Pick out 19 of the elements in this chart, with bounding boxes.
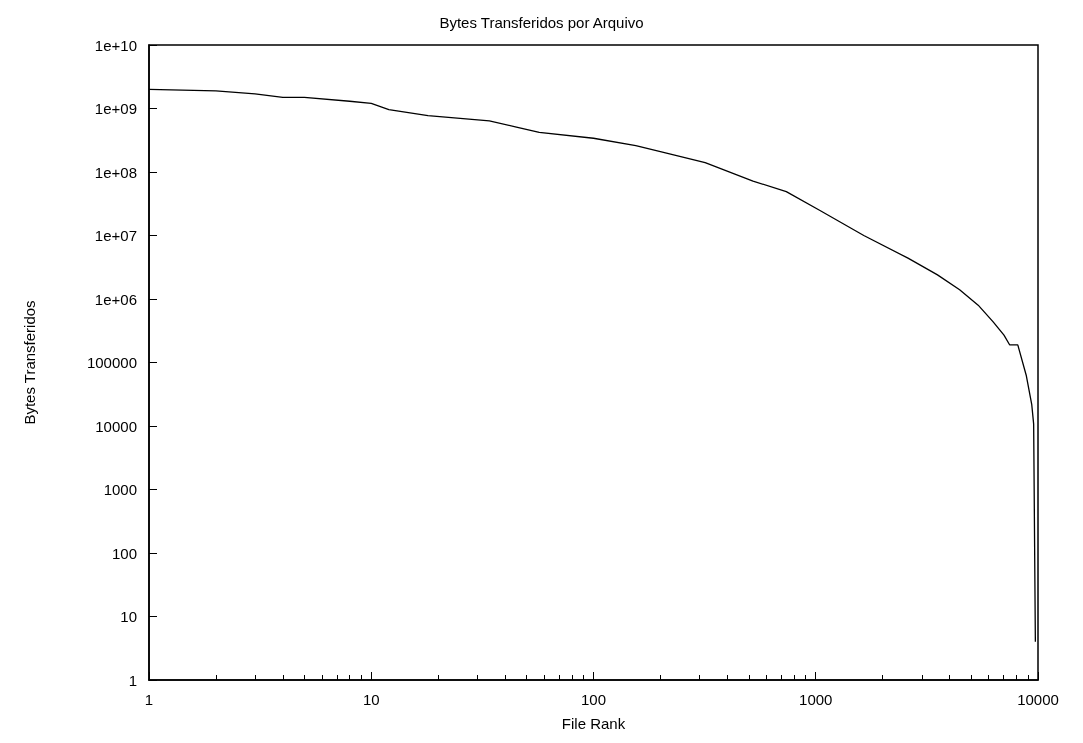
x-tick-label: 10 (362, 691, 380, 708)
y-tick-label: 1e+06 (94, 290, 137, 308)
y-axis-title: Bytes Transferidos (21, 300, 38, 425)
y-tick-label: 1e+09 (94, 100, 137, 117)
x-tick-label: 100 (580, 691, 607, 708)
y-tick-label: 100 (111, 544, 137, 562)
x-tick-label: 10000 (1017, 691, 1059, 708)
y-tick-label: 1000 (103, 481, 137, 498)
y-tick-label: 1e+07 (94, 227, 137, 244)
x-axis-title: File Rank (561, 715, 626, 732)
y-tick-label: 100000 (86, 354, 137, 371)
y-tick-label: 10000 (95, 417, 137, 435)
x-tick-label: 1 (144, 691, 154, 708)
y-tick-label: 10 (120, 608, 137, 625)
y-tick-label: 1e+10 (94, 36, 137, 54)
chart-title: Bytes Transferidos por Arquivo (439, 14, 644, 31)
y-tick-label: 1e+08 (94, 163, 137, 181)
y-tick-label: 1 (128, 671, 137, 689)
x-tick-label: 1000 (799, 691, 833, 708)
